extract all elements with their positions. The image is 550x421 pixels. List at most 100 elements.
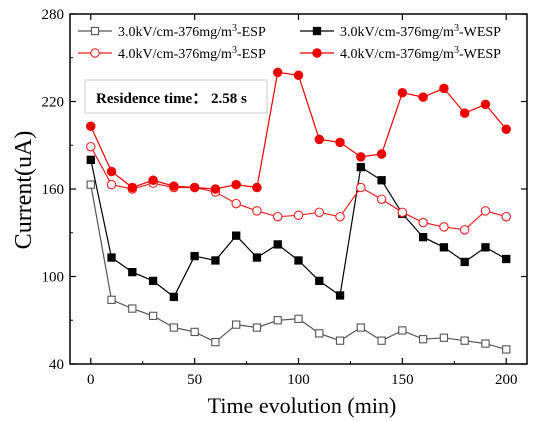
data-point (107, 295, 116, 304)
x-tick-label: 200 (495, 372, 518, 388)
data-point (480, 206, 491, 216)
series-1 (86, 180, 511, 354)
data-point (273, 240, 282, 249)
data-point (106, 179, 117, 190)
data-point (211, 256, 220, 265)
data-point (481, 243, 490, 252)
data-point (294, 314, 303, 323)
data-point (211, 337, 220, 347)
data-point (169, 181, 179, 191)
data-point (439, 83, 449, 94)
data-point (481, 339, 490, 348)
data-point (90, 48, 100, 58)
legend: 3.0kV/cm-376mg/m3-ESP 3.0kV/cm-376mg/m3-W… (78, 23, 501, 63)
data-point (128, 304, 137, 313)
data-point (335, 211, 345, 222)
data-point (210, 184, 221, 194)
data-point (148, 311, 158, 321)
data-point (86, 180, 95, 189)
y-axis-title: Current(uA) (11, 131, 37, 250)
data-point (418, 232, 428, 242)
data-point (90, 26, 100, 36)
series-layer (86, 67, 511, 354)
data-point (418, 217, 428, 228)
data-point (231, 198, 241, 209)
data-point (356, 182, 366, 193)
data-point (418, 335, 428, 344)
data-point (148, 276, 158, 286)
data-point (377, 336, 386, 345)
data-point (502, 254, 511, 264)
data-point (356, 323, 365, 332)
data-point (148, 175, 158, 186)
series-4 (86, 67, 511, 194)
data-point (190, 251, 199, 261)
legend-label: 3.0kV/cm-376mg/m3-WESP (340, 23, 501, 41)
data-point (501, 211, 511, 222)
data-point (127, 182, 138, 193)
data-point (460, 336, 469, 345)
data-point (376, 194, 387, 204)
data-point (459, 225, 470, 235)
data-point (356, 162, 365, 172)
data-point (439, 243, 449, 252)
data-point (398, 326, 407, 335)
y-tick-label: 100 (42, 270, 65, 286)
legend-entry-2: 3.0kV/cm-376mg/m3-WESP (300, 23, 501, 41)
x-tick-label: 100 (287, 372, 310, 388)
data-point (335, 137, 345, 148)
plot-frame (69, 13, 528, 365)
ticks: 0 50 100 150 200 40 100 160 220 280 (42, 7, 527, 388)
data-point (459, 108, 470, 118)
data-point (418, 92, 428, 102)
data-point (273, 316, 282, 325)
data-point (169, 323, 179, 332)
legend-label: 4.0kV/cm-376mg/m3-WESP (340, 45, 501, 63)
x-tick-label: 150 (391, 372, 414, 388)
x-axis-title: Time evolution (min) (208, 393, 397, 418)
data-point (107, 253, 116, 262)
legend-label: 3.0kV/cm-376mg/m3-ESP (118, 23, 266, 41)
data-point (252, 206, 262, 216)
annotation-frame (84, 79, 268, 114)
data-point (439, 222, 449, 232)
data-point (501, 124, 511, 134)
data-point (397, 88, 408, 98)
series-2 (86, 155, 511, 302)
data-point (272, 211, 283, 222)
data-point (315, 276, 324, 286)
y-tick-label: 40 (49, 357, 64, 373)
data-point (294, 256, 303, 265)
data-point (272, 67, 283, 78)
data-point (397, 207, 408, 218)
data-point (190, 327, 199, 337)
data-point (252, 323, 262, 332)
data-point (293, 70, 304, 81)
y-tick-label: 280 (42, 7, 65, 23)
y-tick-label: 160 (42, 182, 65, 198)
data-point (335, 336, 345, 345)
data-point (315, 329, 324, 338)
data-point (314, 134, 325, 145)
data-point (128, 267, 137, 277)
data-point (293, 210, 304, 221)
legend-entry-3: 4.0kV/cm-376mg/m3-ESP (78, 45, 266, 62)
legend-entry-1: 3.0kV/cm-376mg/m3-ESP (78, 23, 266, 41)
data-point (252, 182, 262, 193)
data-point (460, 257, 469, 267)
data-point (86, 155, 95, 164)
annotation-text: Residence time： 2.58 s (96, 91, 247, 107)
data-point (376, 149, 387, 159)
annotation-box: Residence time： 2.58 s (84, 79, 268, 114)
data-point (252, 253, 262, 262)
data-point (86, 121, 96, 132)
data-point (314, 207, 325, 218)
data-point (377, 176, 386, 185)
series-line (90, 184, 507, 350)
data-point (312, 48, 322, 58)
data-point (189, 182, 200, 193)
axes (69, 13, 528, 365)
data-point (502, 345, 511, 354)
data-point (232, 320, 241, 329)
